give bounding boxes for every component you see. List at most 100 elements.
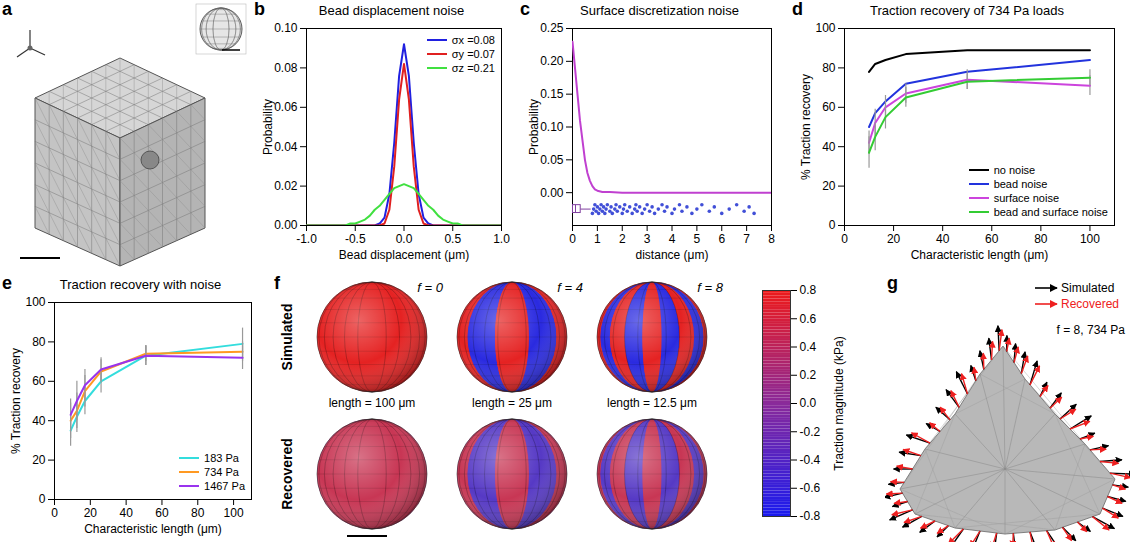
svg-text:0.06: 0.06 <box>274 100 298 114</box>
svg-text:Characteristic length (μm): Characteristic length (μm) <box>84 522 222 536</box>
svg-text:0.25: 0.25 <box>540 21 564 35</box>
svg-text:60: 60 <box>155 506 169 520</box>
svg-text:0.04: 0.04 <box>274 140 298 154</box>
svg-text:0: 0 <box>39 492 46 506</box>
html-text:Traction recovery of 734 Pa lo: Traction recovery of 734 Pa loads <box>870 3 1064 18</box>
svg-text:100: 100 <box>224 506 244 520</box>
html-text:734 Pa: 734 Pa <box>204 466 239 478</box>
svg-text:1.0: 1.0 <box>493 232 510 246</box>
svg-text:0.8: 0.8 <box>800 283 817 297</box>
svg-text:Traction magnitude (kPa): Traction magnitude (kPa) <box>832 336 846 470</box>
svg-text:length = 25 μm: length = 25 μm <box>472 396 552 410</box>
svg-text:Bead displacement (μm): Bead displacement (μm) <box>339 248 469 262</box>
html-text:c: c <box>520 0 530 19</box>
svg-text:80: 80 <box>822 61 836 75</box>
svg-text:length = 12.5 μm: length = 12.5 μm <box>607 396 697 410</box>
svg-text:20: 20 <box>84 506 98 520</box>
svg-text:4: 4 <box>669 232 676 246</box>
html-text:a: a <box>2 0 12 19</box>
svg-text:40: 40 <box>119 506 133 520</box>
svg-text:0.02: 0.02 <box>274 179 298 193</box>
html-text:Traction recovery with noise: Traction recovery with noise <box>59 277 222 292</box>
svg-text:0.08: 0.08 <box>274 61 298 75</box>
svg-text:80: 80 <box>32 335 46 349</box>
svg-text:0.05: 0.05 <box>540 153 564 167</box>
svg-text:0: 0 <box>829 218 836 232</box>
svg-text:20: 20 <box>32 453 46 467</box>
svg-text:0.0: 0.0 <box>800 396 817 410</box>
svg-text:0: 0 <box>841 232 848 246</box>
svg-text:0.0: 0.0 <box>396 232 413 246</box>
svg-text:f = 4: f = 4 <box>557 280 583 295</box>
svg-text:2: 2 <box>619 232 626 246</box>
html-text:bead noise: bead noise <box>993 178 1048 190</box>
svg-text:0.00: 0.00 <box>540 186 564 200</box>
svg-text:Probability: Probability <box>261 99 275 155</box>
svg-text:-0.5: -0.5 <box>345 232 366 246</box>
svg-text:0.4: 0.4 <box>800 340 817 354</box>
svg-text:40: 40 <box>32 414 46 428</box>
svg-text:0.6: 0.6 <box>800 312 817 326</box>
html-text:1467 Pa: 1467 Pa <box>204 480 245 492</box>
svg-text:20: 20 <box>887 232 901 246</box>
svg-text:3: 3 <box>644 232 651 246</box>
svg-text:Recovered: Recovered <box>1061 297 1119 311</box>
html-text:b: b <box>254 0 265 19</box>
svg-text:40: 40 <box>936 232 950 246</box>
svg-text:7: 7 <box>743 232 750 246</box>
svg-text:1: 1 <box>594 232 601 246</box>
html-text:surface noise: surface noise <box>993 192 1060 204</box>
html-text:183 Pa: 183 Pa <box>204 452 239 464</box>
svg-text:40: 40 <box>822 140 836 154</box>
svg-text:f = 8: f = 8 <box>697 280 723 295</box>
svg-text:80: 80 <box>1034 232 1048 246</box>
svg-text:Simulated: Simulated <box>279 304 295 371</box>
svg-text:100: 100 <box>1080 232 1100 246</box>
html-text:σx =0.08: σx =0.08 <box>451 34 495 46</box>
svg-text:60: 60 <box>985 232 999 246</box>
svg-text:-1.0: -1.0 <box>296 232 317 246</box>
svg-text:100: 100 <box>25 295 45 309</box>
svg-text:0.2: 0.2 <box>800 368 817 382</box>
svg-text:5: 5 <box>694 232 701 246</box>
svg-text:0: 0 <box>51 506 58 520</box>
svg-text:8: 8 <box>768 232 775 246</box>
svg-text:0.10: 0.10 <box>540 120 564 134</box>
svg-text:100: 100 <box>815 21 835 35</box>
html-text:f: f <box>274 273 280 293</box>
svg-text:-0.8: -0.8 <box>800 509 821 523</box>
html-text:σz =0.21: σz =0.21 <box>451 62 495 74</box>
svg-text:80: 80 <box>191 506 205 520</box>
svg-text:20: 20 <box>822 179 836 193</box>
svg-text:Simulated: Simulated <box>1061 281 1114 295</box>
svg-text:% Traction recovery: % Traction recovery <box>9 348 23 454</box>
svg-text:-0.4: -0.4 <box>800 453 821 467</box>
svg-text:Characteristic length (μm): Characteristic length (μm) <box>911 248 1049 262</box>
html-text:Bead displacement noise: Bead displacement noise <box>318 3 465 18</box>
svg-text:Recovered: Recovered <box>279 438 295 510</box>
svg-text:0.10: 0.10 <box>274 21 298 35</box>
svg-text:60: 60 <box>822 100 836 114</box>
svg-text:-0.6: -0.6 <box>800 481 821 495</box>
svg-text:0.5: 0.5 <box>444 232 461 246</box>
svg-text:0.00: 0.00 <box>274 218 298 232</box>
svg-text:0.15: 0.15 <box>540 87 564 101</box>
svg-text:length = 100 μm: length = 100 μm <box>329 396 416 410</box>
svg-text:0.20: 0.20 <box>540 54 564 68</box>
svg-text:-0.2: -0.2 <box>800 425 821 439</box>
html-text:d: d <box>792 0 803 19</box>
html-text:σy =0.07: σy =0.07 <box>451 48 495 60</box>
html-text:Surface discretization noise: Surface discretization noise <box>580 3 739 18</box>
html-text:no noise: no noise <box>993 164 1036 176</box>
svg-text:% Traction recovery: % Traction recovery <box>799 74 813 180</box>
svg-text:0: 0 <box>569 232 576 246</box>
svg-text:f = 0: f = 0 <box>417 280 443 295</box>
svg-text:Probability: Probability <box>527 99 541 155</box>
html-text:bead and surface noise: bead and surface noise <box>993 206 1108 218</box>
svg-text:f = 8, 734 Pa: f = 8, 734 Pa <box>1057 323 1126 337</box>
html-text:g: g <box>887 273 898 293</box>
svg-text:60: 60 <box>32 374 46 388</box>
svg-text:distance (μm): distance (μm) <box>636 248 709 262</box>
svg-text:6: 6 <box>718 232 725 246</box>
html-text:e: e <box>2 273 12 293</box>
